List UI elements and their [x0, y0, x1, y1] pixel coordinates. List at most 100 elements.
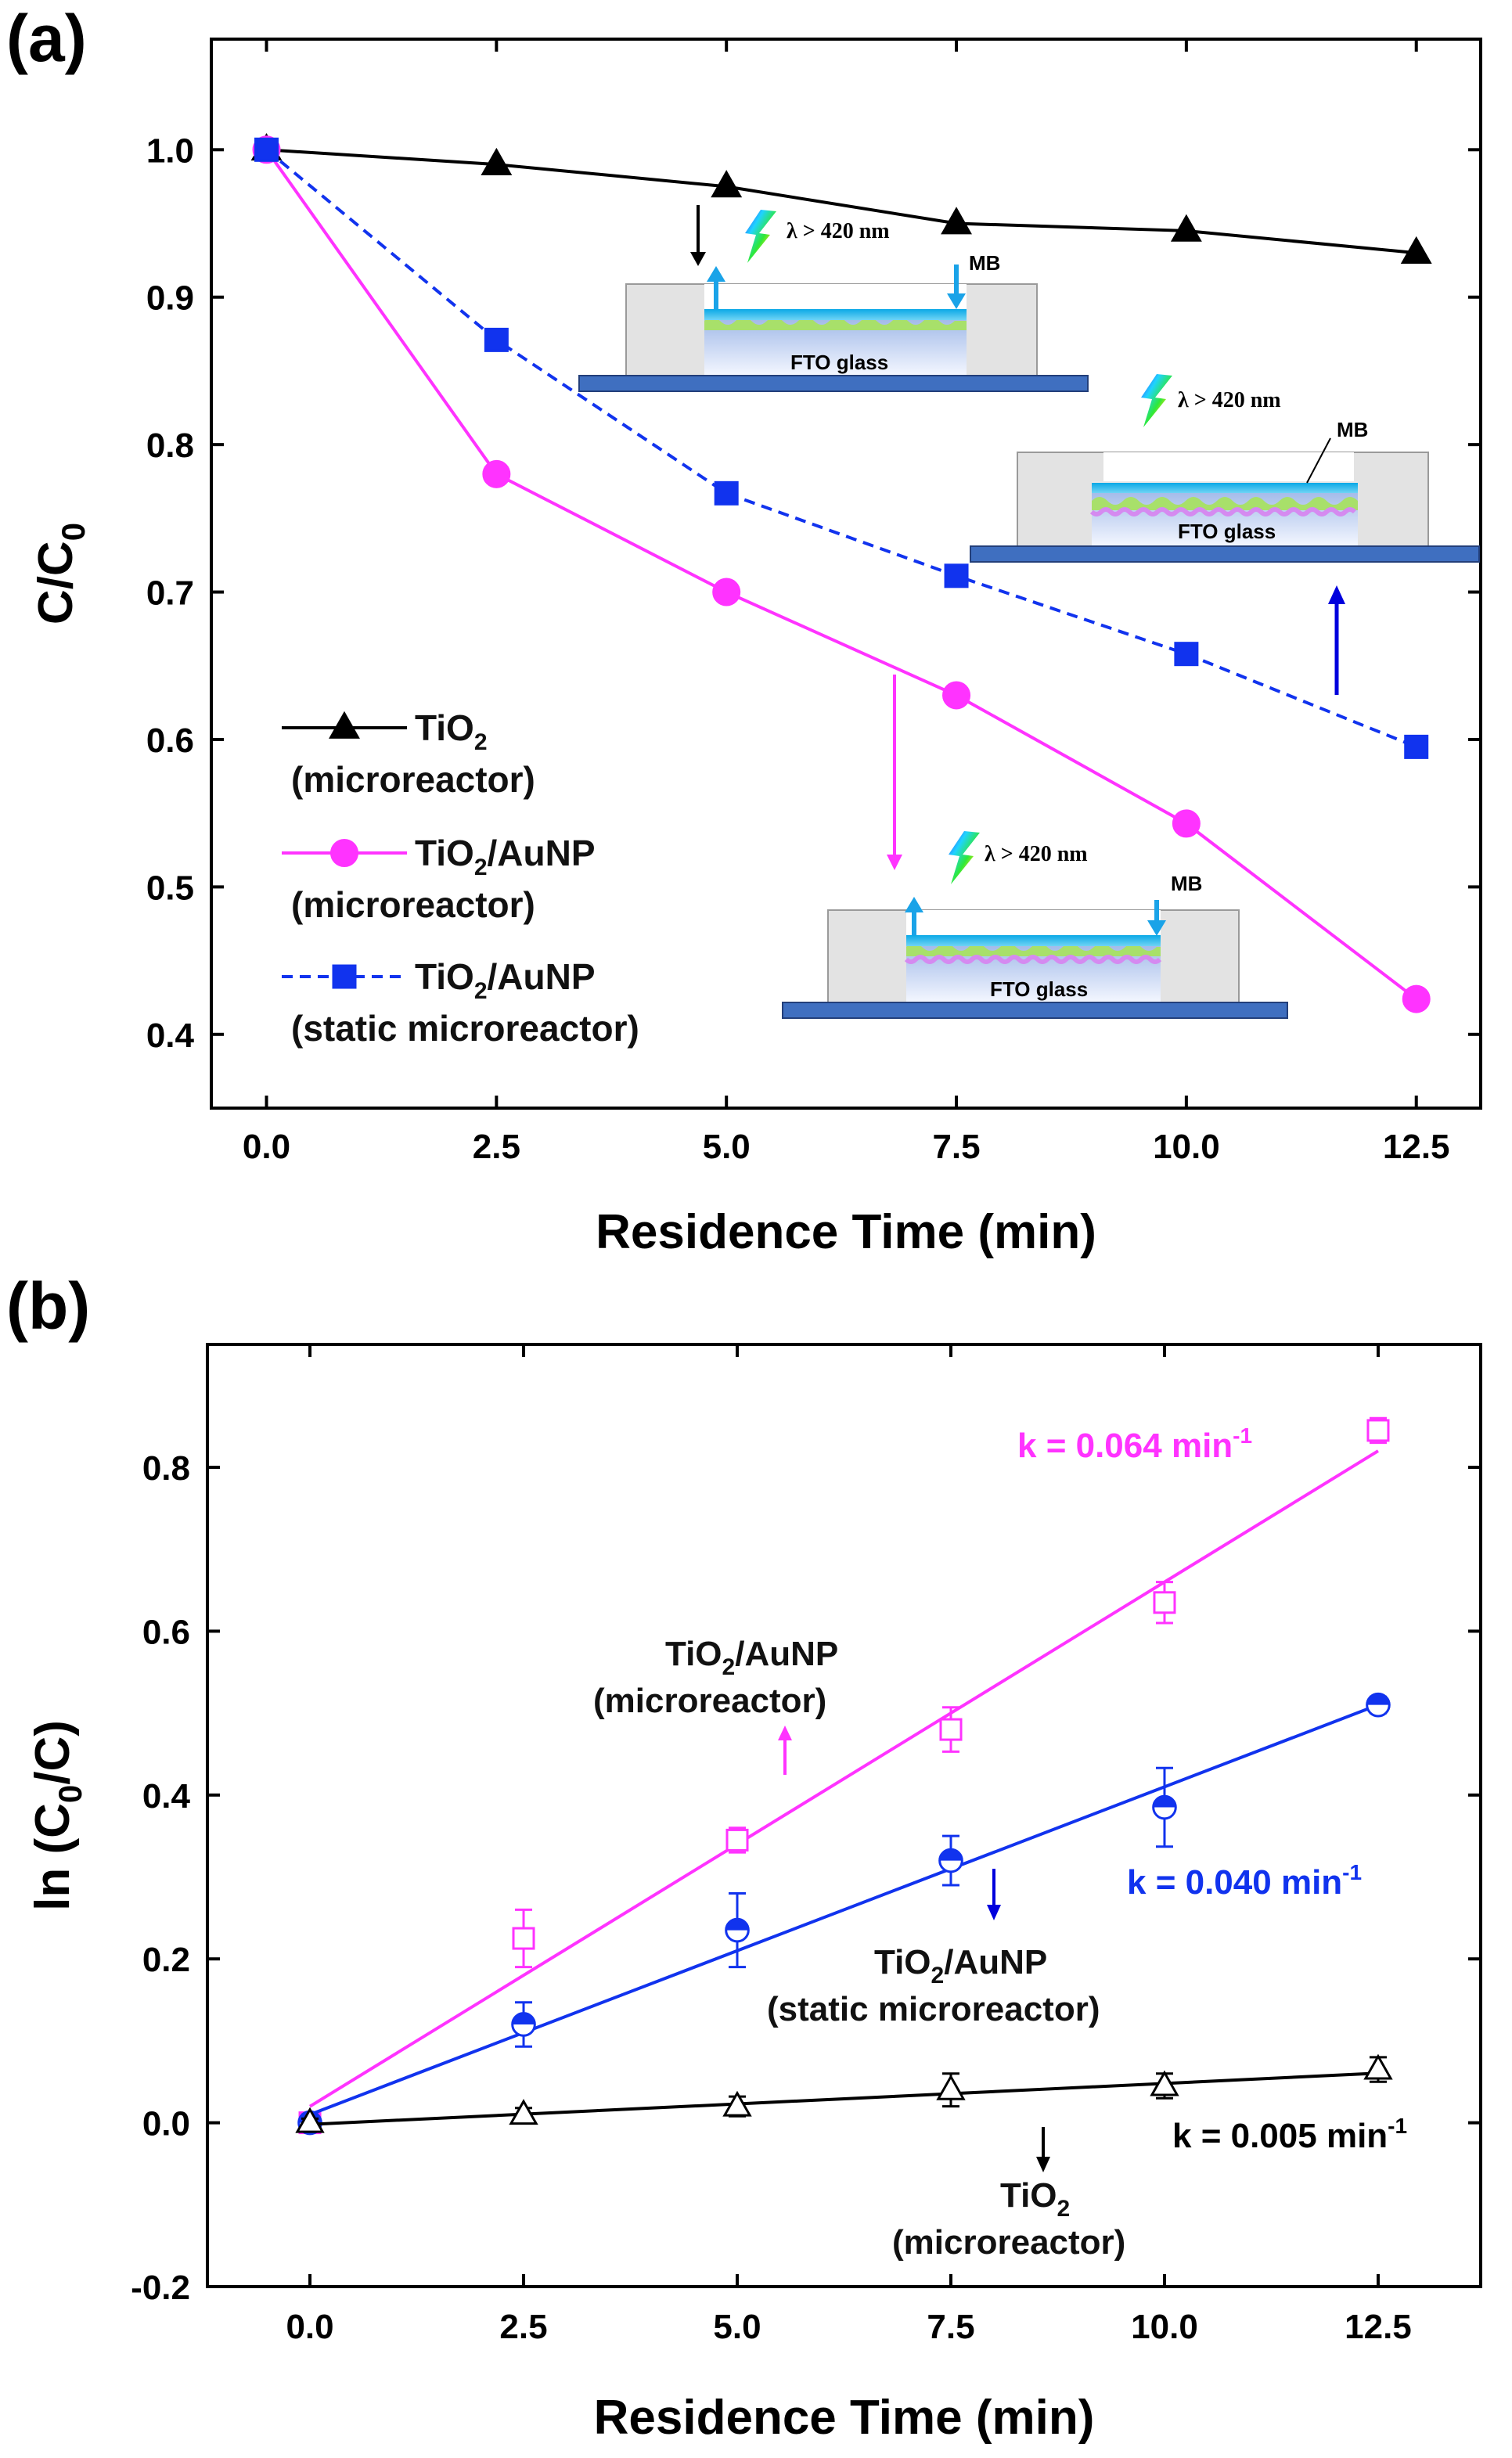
inset3-catalyst: [906, 943, 1161, 956]
data-point-circle: [482, 459, 511, 488]
inset2-water: [1092, 483, 1358, 493]
panel-b: (b) 0.0 2.5 5.0 7.5 10.0 12.5 -0.2 0.0 0.2 0.4 0.6…: [0, 1268, 1512, 2458]
data-point-square: [254, 137, 279, 162]
legend-marker-square: [332, 964, 357, 989]
y-tick-label: -0.2: [131, 2269, 190, 2307]
inset2-aunp: [1089, 507, 1357, 516]
inset2-base: [970, 545, 1480, 563]
label-magenta-series-2: (microreactor): [593, 1682, 826, 1720]
y-axis-label: C/C0: [29, 523, 92, 624]
inset3-base: [782, 1002, 1288, 1019]
legend-marker-triangle: [329, 711, 360, 739]
y-tick-label: 1.0: [146, 131, 194, 170]
x-tick-label: 7.5: [932, 1128, 980, 1166]
x-tick-label: 12.5: [1383, 1128, 1450, 1166]
inset3-outlet-head: [1147, 920, 1166, 936]
data-point-square: [1153, 1591, 1176, 1614]
x-axis-label: Residence Time (min): [596, 1205, 1096, 1259]
data-point-square: [714, 480, 739, 506]
data-point-square: [939, 1718, 963, 1741]
inset3-lambda: λ > 420 nm: [985, 842, 1088, 866]
inset2-pointer-head: [1328, 585, 1345, 604]
chart-a-axes: 0.0 2.5 5.0 7.5 10.0 12.5 0.4 0.5 0.6 0.7 0.8 0.9 1.…: [29, 38, 1482, 1259]
legend-label-triangle: TiO2: [415, 707, 488, 755]
data-point-triangle: [1170, 214, 1202, 242]
y-tick-label: 0.0: [142, 2105, 190, 2143]
data-point-half-fill: [1366, 1693, 1390, 1705]
data-point-triangle: [1150, 2070, 1179, 2096]
chart-b-series: [295, 1416, 1393, 2136]
y-axis-label: ln (C0/C): [26, 1720, 88, 1911]
y-tick-label: 0.7: [146, 574, 194, 613]
series-line-circle: [265, 149, 1417, 1001]
inset1-pointer-head: [690, 252, 706, 266]
legend-marker-circle: [330, 839, 358, 867]
legend-label-line2-triangle: (microreactor): [291, 759, 535, 800]
data-point-square: [512, 1927, 535, 1950]
data-point-triangle: [941, 207, 972, 235]
data-point-square: [1404, 734, 1429, 759]
y-tick-label: 0.6: [146, 722, 194, 760]
data-point-half-fill: [939, 1849, 963, 1861]
label-blue-series: TiO2/AuNP: [874, 1943, 1047, 1988]
y-tick-label: 0.5: [146, 869, 194, 907]
data-point-square: [1174, 642, 1199, 667]
x-tick-label: 0.0: [286, 2308, 333, 2346]
data-point-circle: [712, 578, 741, 606]
x-tick-label: 5.0: [713, 2308, 761, 2346]
inset2-light-bolt-icon: [1141, 374, 1172, 427]
data-point-triangle: [711, 170, 743, 198]
data-point-triangle: [1400, 236, 1432, 265]
inset1-fto-label: FTO glass: [790, 351, 888, 374]
pointer-black-head: [1036, 2157, 1050, 2172]
label-blue-series-2: (static microreactor): [767, 1990, 1100, 2028]
chart-a-legend: TiO2(microreactor)TiO2/AuNP(microreactor…: [282, 707, 639, 1049]
inset2-fto-label: FTO glass: [1178, 520, 1276, 543]
inset3-inlet-head: [905, 897, 923, 912]
series-line-triangle: [266, 148, 1417, 255]
data-point-triangle: [509, 2099, 538, 2125]
data-point-half-fill: [1153, 1796, 1176, 1808]
legend-label-square: TiO2/AuNP: [415, 956, 596, 1004]
inset2-catalyst: [1092, 497, 1358, 510]
inset2-mb-label: MB: [1337, 418, 1368, 441]
label-black-series: TiO2: [1000, 2176, 1070, 2222]
data-point-square: [1366, 1419, 1390, 1442]
data-point-square: [484, 327, 509, 352]
chart-a-svg: (a) 0.0 2.5 5.0 7.5 10.0 12.50.40.50.60.70.80…: [6, 2, 1482, 1259]
inset1-water: [704, 309, 967, 320]
inset3-fto-label: FTO glass: [990, 977, 1088, 1001]
inset3-water: [906, 935, 1161, 946]
x-tick-label: 7.5: [927, 2308, 974, 2346]
inset1-inlet-head: [707, 266, 725, 282]
chart-b-axes: 0.0 2.5 5.0 7.5 10.0 12.5 -0.2 0.0 0.2 0.4 0.6 0.8 R…: [26, 1343, 1482, 2445]
inset-microreactor-bottom: FTO glass MB λ > 420 nm: [782, 675, 1288, 1019]
panel-b-label: (b): [6, 1269, 90, 1343]
legend-label-circle: TiO2/AuNP: [415, 833, 596, 880]
inset1-lambda: λ > 420 nm: [787, 219, 890, 243]
y-tick-label: 0.6: [142, 1613, 190, 1651]
legend-label-line2-circle: (microreactor): [291, 884, 535, 925]
legend-label-line2-square: (static microreactor): [291, 1008, 639, 1049]
data-point-circle: [1172, 809, 1201, 838]
data-point-circle: [1402, 984, 1431, 1013]
inset1-light-bolt-icon: [745, 210, 776, 263]
inset1-outlet-head: [947, 293, 966, 309]
data-point-circle: [942, 681, 971, 710]
x-axis-label: Residence Time (min): [594, 2391, 1095, 2445]
y-tick-label: 0.2: [142, 1941, 190, 1979]
chart-a-frame: [210, 38, 1482, 1110]
panel-a-label: (a): [6, 2, 87, 75]
x-tick-label: 12.5: [1345, 2308, 1412, 2346]
chart-b-frame: [206, 1343, 1482, 2288]
inset3-pointer-head: [887, 855, 902, 870]
inset2-mb-pointer: [1306, 437, 1331, 484]
inset-microreactor-top: FTO glass MB λ > 420 nm: [578, 205, 1089, 392]
pointer-blue-head: [987, 1905, 1001, 1920]
k-label-magenta: k = 0.064 min-1: [1017, 1423, 1252, 1465]
inset3-light-bolt-icon: [949, 831, 980, 884]
y-tick-label: 0.9: [146, 279, 194, 318]
inset1-mb-label: MB: [969, 251, 1000, 275]
inset3-aunp: [904, 955, 1162, 964]
y-tick-label: 0.4: [146, 1017, 195, 1055]
